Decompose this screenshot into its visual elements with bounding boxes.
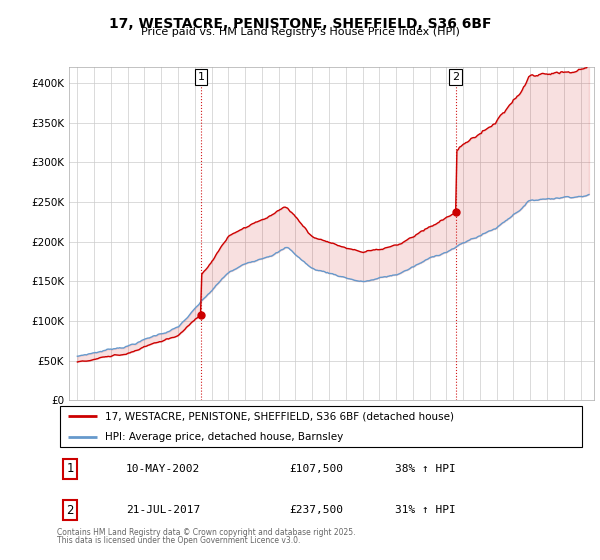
Text: 1: 1 (197, 72, 205, 82)
Text: HPI: Average price, detached house, Barnsley: HPI: Average price, detached house, Barn… (104, 432, 343, 442)
Text: 21-JUL-2017: 21-JUL-2017 (125, 505, 200, 515)
Text: 31% ↑ HPI: 31% ↑ HPI (395, 505, 455, 515)
Text: 1: 1 (67, 462, 74, 475)
Text: 38% ↑ HPI: 38% ↑ HPI (395, 464, 455, 474)
Text: £107,500: £107,500 (289, 464, 343, 474)
Text: 17, WESTACRE, PENISTONE, SHEFFIELD, S36 6BF (detached house): 17, WESTACRE, PENISTONE, SHEFFIELD, S36 … (104, 411, 454, 421)
Text: Contains HM Land Registry data © Crown copyright and database right 2025.: Contains HM Land Registry data © Crown c… (57, 528, 355, 537)
Text: Price paid vs. HM Land Registry's House Price Index (HPI): Price paid vs. HM Land Registry's House … (140, 27, 460, 37)
FancyBboxPatch shape (59, 406, 583, 447)
Text: This data is licensed under the Open Government Licence v3.0.: This data is licensed under the Open Gov… (57, 536, 301, 545)
Text: £237,500: £237,500 (289, 505, 343, 515)
Text: 2: 2 (452, 72, 459, 82)
Text: 2: 2 (67, 503, 74, 517)
Text: 17, WESTACRE, PENISTONE, SHEFFIELD, S36 6BF: 17, WESTACRE, PENISTONE, SHEFFIELD, S36 … (109, 17, 491, 31)
Text: 10-MAY-2002: 10-MAY-2002 (125, 464, 200, 474)
